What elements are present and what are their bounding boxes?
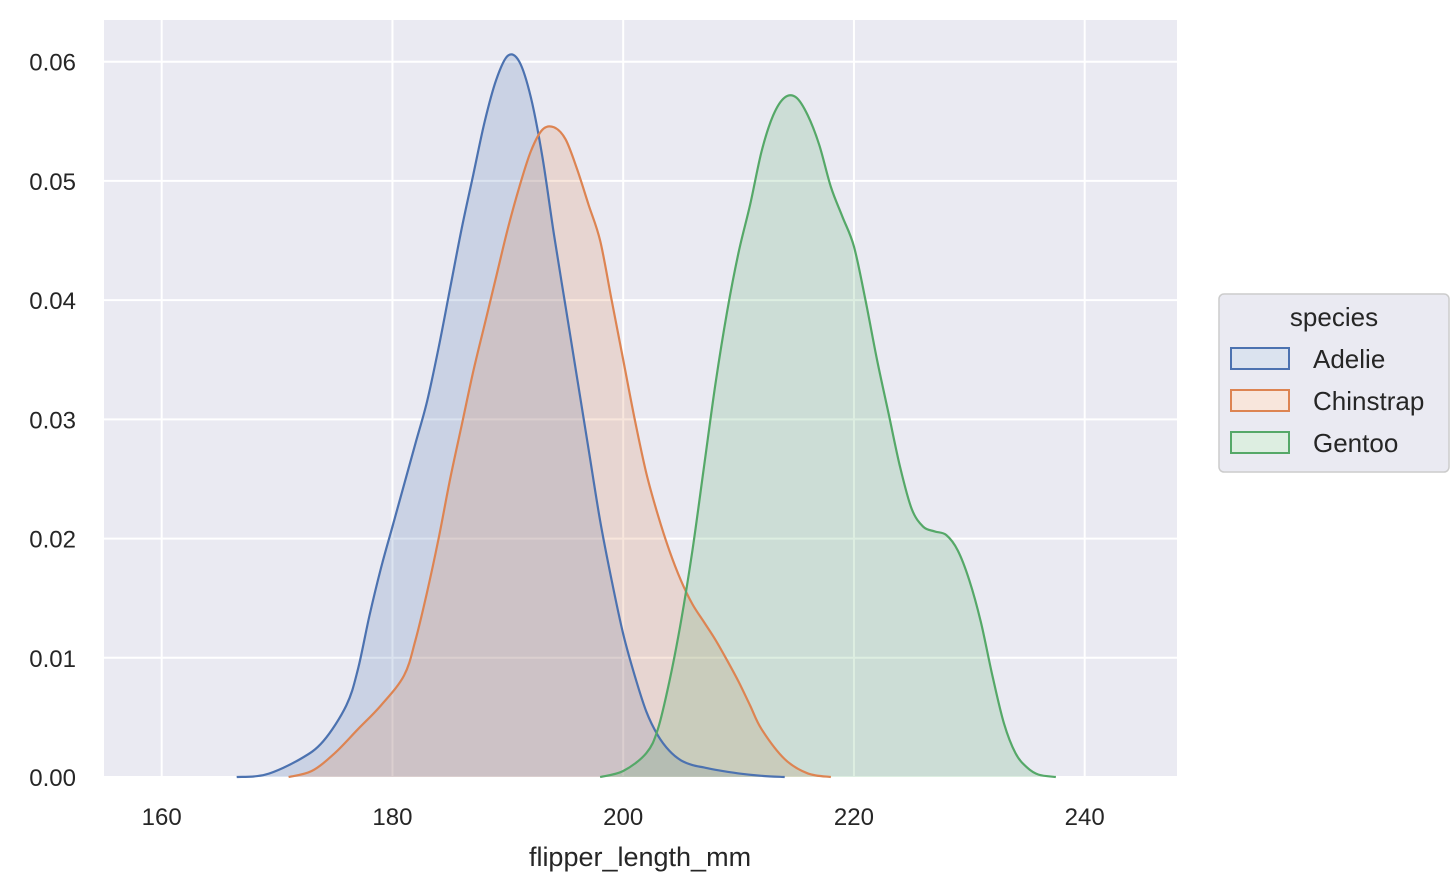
legend-item-chinstrap: Chinstrap — [1230, 386, 1424, 416]
y-tick-label: 0.04 — [29, 288, 76, 315]
y-tick-label: 0.01 — [29, 646, 76, 673]
plot-background — [104, 20, 1177, 777]
legend-swatch-base — [1231, 432, 1289, 453]
legend-swatch — [1230, 389, 1290, 412]
line-gentoo — [599, 94, 1056, 779]
legend-swatch — [1230, 347, 1290, 370]
legend-title: species — [1290, 302, 1378, 332]
x-tick-label: 240 — [1065, 804, 1105, 831]
legend-label: Adelie — [1313, 344, 1385, 374]
y-tick-label: 0.06 — [29, 50, 76, 77]
density-lines — [236, 53, 1056, 779]
legend-item-gentoo: Gentoo — [1230, 428, 1398, 458]
legend-swatch-base — [1231, 390, 1289, 411]
legend-label: Chinstrap — [1313, 386, 1424, 416]
y-tick-label: 0.00 — [29, 765, 76, 792]
line-adelie — [236, 53, 785, 779]
legend-swatch — [1230, 431, 1290, 454]
x-tick-label: 220 — [834, 804, 874, 831]
x-tick-label: 180 — [372, 804, 412, 831]
grid-lines — [104, 20, 1177, 778]
legend: species Adelie Chinstrap Gentoo — [1218, 293, 1450, 473]
x-tick-label: 160 — [142, 804, 182, 831]
y-tick-labels: 0.00 0.01 0.02 0.03 0.04 0.05 0.06 — [29, 50, 76, 792]
density-areas — [236, 54, 1056, 778]
y-tick-label: 0.02 — [29, 527, 76, 554]
area-chinstrap — [288, 126, 831, 778]
legend-swatch-base — [1231, 348, 1289, 369]
x-tick-label: 200 — [603, 804, 643, 831]
area-gentoo — [600, 95, 1056, 778]
y-tick-label: 0.03 — [29, 407, 76, 434]
legend-frame — [1218, 293, 1450, 473]
line-chinstrap — [288, 125, 832, 779]
legend-items: Adelie Chinstrap Gentoo — [1230, 344, 1424, 458]
x-axis-label: flipper_length_mm — [529, 842, 751, 872]
y-tick-label: 0.05 — [29, 169, 76, 196]
area-adelie — [236, 54, 785, 778]
legend-item-adelie: Adelie — [1230, 344, 1385, 374]
x-tick-labels: 160 180 200 220 240 — [142, 804, 1105, 831]
legend-label: Gentoo — [1313, 428, 1398, 458]
